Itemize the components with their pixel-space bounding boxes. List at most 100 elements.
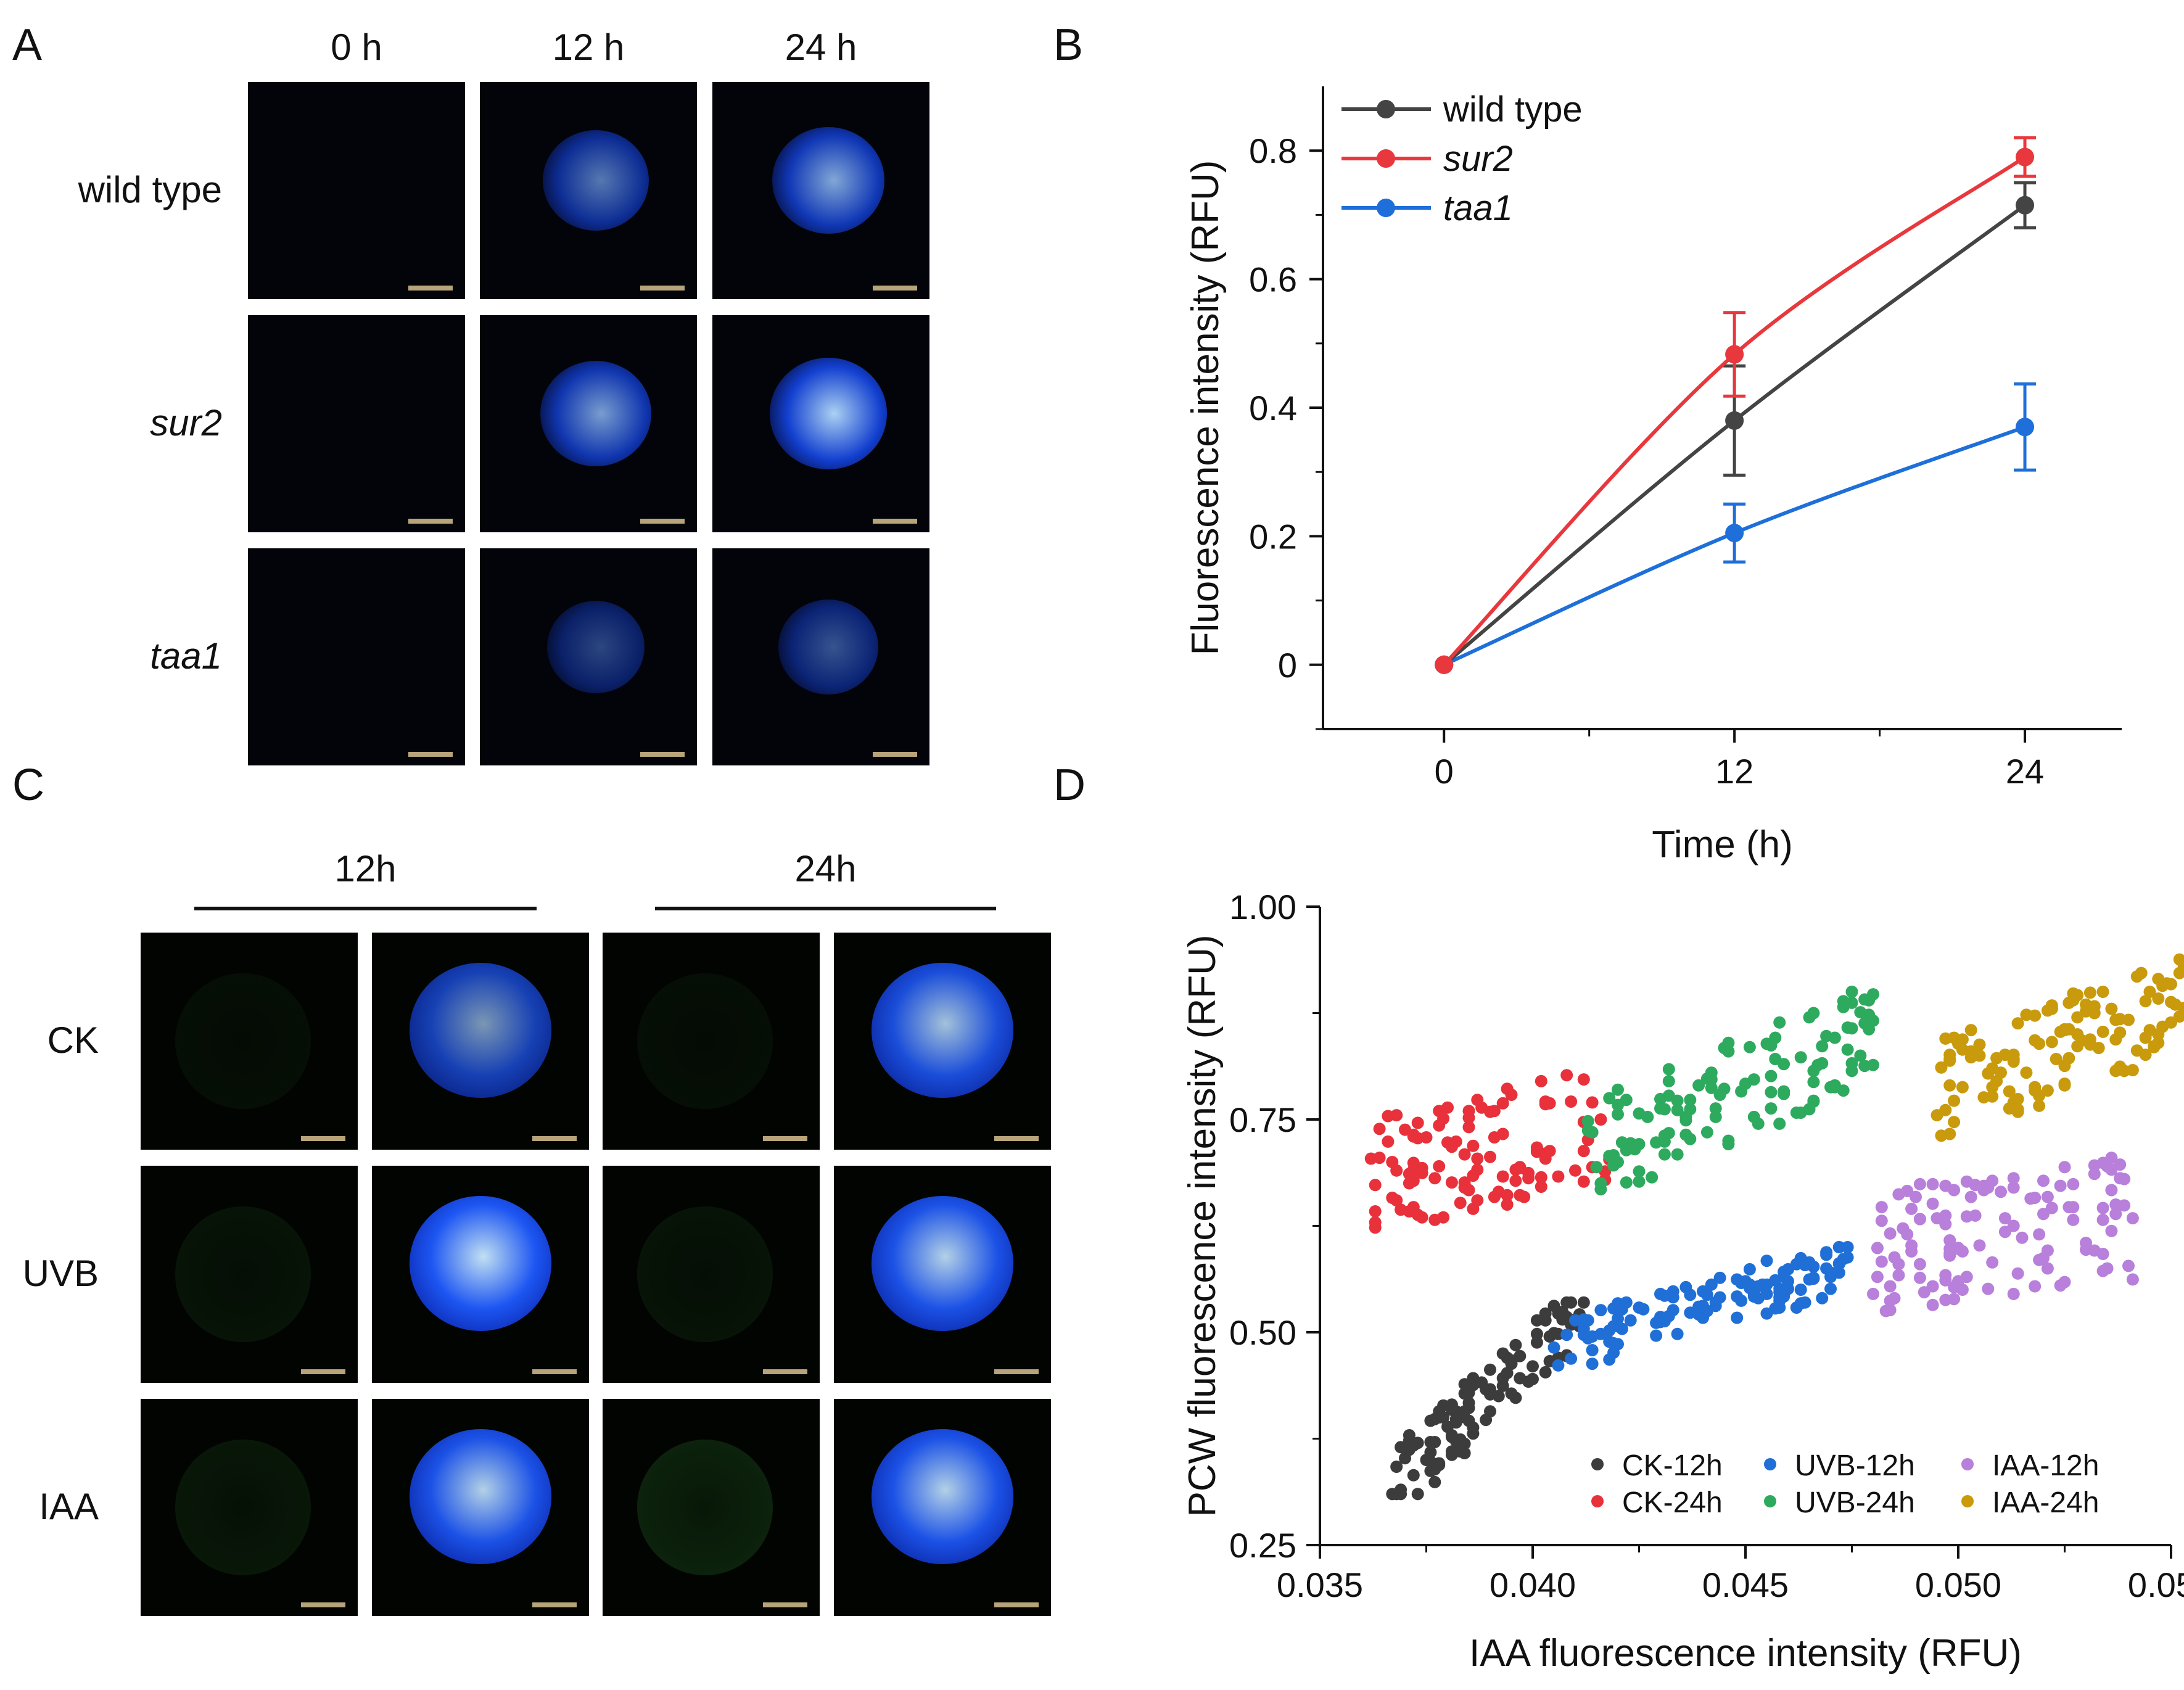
scale-bar [640,519,685,524]
data-point [2105,1224,2118,1237]
data-point [1998,1226,2011,1239]
row-label: CK [47,1020,99,1061]
scale-bar [994,1136,1039,1141]
data-point [1867,1014,1879,1027]
data-point [2173,967,2184,979]
y-tick-label: 0.25 [1229,1526,1296,1565]
data-point [1560,1329,1573,1342]
data-point [2139,995,2152,1008]
y-tick-label: 0.2 [1249,517,1297,556]
micrograph [712,548,929,765]
data-point [1552,1170,1565,1183]
data-point [1509,1338,1522,1351]
data-point [2096,1213,2109,1226]
data-point [1725,411,1744,430]
cell-image [772,127,884,234]
data-point [1743,1263,1756,1276]
data-point [1943,1053,1956,1065]
data-point [1581,1115,1594,1127]
data-point [1769,1031,1782,1044]
data-point [2173,1010,2184,1023]
data-point [1977,1091,1990,1104]
data-point [2016,418,2035,437]
data-point [1505,1387,1518,1400]
micrograph [603,1166,820,1383]
data-point [2067,1213,2080,1226]
data-point [1913,1258,1926,1271]
row-label: IAA [39,1486,99,1527]
micrograph [372,1166,589,1383]
group-label: 12h [334,848,397,889]
data-point [1765,1102,1778,1115]
scale-bar [408,752,453,757]
data-point [2126,1064,2139,1076]
data-point [1586,1330,1599,1343]
data-point [1998,1049,2011,1061]
data-point [1747,1288,1760,1301]
data-point [1973,1038,1986,1051]
data-point [1679,1128,1692,1141]
data-point [1496,1097,1509,1110]
cell-image [175,1206,311,1342]
data-point [2118,1199,2131,1212]
data-point [1867,1287,1879,1300]
data-point [1552,1307,1565,1320]
data-point [1794,1051,1807,1064]
data-point [2054,1179,2067,1192]
data-point [1509,1174,1522,1187]
data-point [2037,1174,2050,1187]
panel-b-letter: B [1053,20,1084,70]
data-point [1445,1176,1458,1189]
data-point [1973,1049,1986,1062]
data-point [1964,1024,1977,1037]
data-point [2088,1159,2101,1172]
micrograph [834,1399,1051,1616]
line-chart: 0 0.2 0.4 0.6 0.8 0 12 24 Time (h) Fluorescence i… [1184,86,2122,866]
micrograph [480,82,697,299]
data-point [1471,1152,1484,1165]
cell-image [637,1440,773,1575]
data-point [1594,1113,1607,1126]
data-point [1684,1094,1697,1107]
cell-image [540,361,651,466]
data-point [2096,1248,2109,1260]
data-point [1658,1315,1671,1328]
scale-bar [301,1136,345,1141]
data-point [1794,1297,1807,1310]
data-point [1773,1117,1786,1130]
data-point [1700,1126,1713,1139]
data-point [2096,1025,2109,1038]
data-point [2096,1202,2109,1214]
y-axis-label: PCW fluorescence intensity (RFU) [1181,934,1224,1517]
data-point [2105,1184,2118,1197]
data-point [1995,1066,2007,1079]
legend-marker [1591,1495,1604,1507]
data-point [2109,1208,2122,1221]
cell-image [175,1440,311,1575]
data-point [2050,1053,2062,1065]
data-point [1913,1177,1926,1190]
data-point [1411,1436,1424,1449]
data-point [1475,1376,1488,1389]
legend-marker [1961,1458,1974,1470]
data-point [1505,1358,1518,1371]
data-point [2045,999,2058,1012]
data-point [1705,1081,1718,1094]
scale-bar [873,286,917,291]
data-point [1731,1290,1744,1303]
data-point [1718,1042,1731,1055]
data-point [1832,1241,1845,1253]
data-point [1615,1136,1628,1149]
data-point [1607,1346,1620,1359]
scale-bar [873,752,917,757]
data-point [1641,1110,1654,1123]
data-point [1832,1257,1845,1270]
data-point [1803,1273,1816,1286]
cell-image [770,358,887,469]
data-point [1778,1266,1790,1278]
scale-bar [994,1602,1039,1607]
data-point [2152,992,2165,1005]
scale-bar [994,1369,1039,1374]
data-point [1841,1241,1854,1253]
